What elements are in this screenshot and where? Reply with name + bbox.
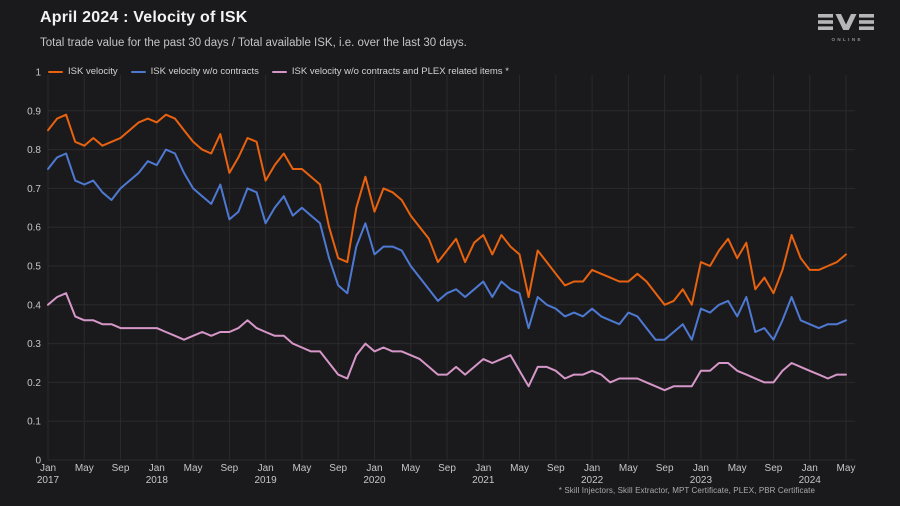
x-tick-month: Sep <box>765 463 783 474</box>
y-tick-label: 0.9 <box>27 106 41 117</box>
x-tick-month: May <box>292 463 311 474</box>
x-tick-month: Jan <box>366 463 382 474</box>
x-tick-month: May <box>619 463 638 474</box>
legend-label: ISK velocity w/o contracts <box>150 66 259 77</box>
y-tick-label: 0.6 <box>27 223 41 234</box>
eve-online-logo: ONLINE <box>816 14 876 42</box>
y-tick-label: 0.2 <box>27 378 41 389</box>
x-tick-month: May <box>728 463 747 474</box>
x-tick-year: 2017 <box>37 475 60 486</box>
chart-legend: ISK velocity ISK velocity w/o contracts … <box>48 66 509 77</box>
x-tick-month: Jan <box>693 463 709 474</box>
legend-item-isk-velocity-wo-contracts[interactable]: ISK velocity w/o contracts <box>130 66 259 77</box>
legend-label: ISK velocity w/o contracts and PLEX rela… <box>291 66 509 77</box>
x-tick-month: Jan <box>258 463 274 474</box>
x-tick-month: Sep <box>547 463 565 474</box>
x-tick-year: 2023 <box>690 475 713 486</box>
x-tick-month: Sep <box>112 463 130 474</box>
y-tick-label: 0 <box>35 456 41 467</box>
y-tick-label: 0.7 <box>27 184 41 195</box>
x-tick-month: Sep <box>329 463 347 474</box>
x-tick-month: Jan <box>475 463 491 474</box>
y-tick-label: 0.5 <box>27 262 41 273</box>
x-tick-year: 2020 <box>363 475 386 486</box>
chart-footnote: * Skill Injectors, Skill Extractor, MPT … <box>558 486 815 495</box>
legend-item-isk-velocity[interactable]: ISK velocity <box>48 66 118 77</box>
x-tick-month: Jan <box>149 463 165 474</box>
x-tick-year: 2018 <box>146 475 169 486</box>
x-tick-month: Jan <box>802 463 818 474</box>
x-tick-month: May <box>837 463 856 474</box>
x-tick-month: May <box>401 463 420 474</box>
eve-logo-subtext: ONLINE <box>831 37 863 42</box>
x-tick-month: Sep <box>438 463 456 474</box>
x-tick-month: May <box>75 463 94 474</box>
x-tick-year: 2024 <box>799 475 822 486</box>
page-subtitle: Total trade value for the past 30 days /… <box>40 37 467 49</box>
x-tick-month: May <box>184 463 203 474</box>
x-tick-month: Jan <box>40 463 56 474</box>
x-tick-month: Sep <box>656 463 674 474</box>
y-tick-label: 0.1 <box>27 417 41 428</box>
legend-dash-pink <box>271 70 287 73</box>
legend-dash-orange <box>48 70 63 73</box>
x-tick-year: 2022 <box>581 475 604 486</box>
page-title: April 2024 : Velocity of ISK <box>40 9 248 26</box>
legend-dash-blue <box>130 70 146 73</box>
y-tick-label: 0.4 <box>27 300 41 311</box>
x-tick-year: 2019 <box>255 475 278 486</box>
x-tick-year: 2021 <box>472 475 495 486</box>
series-line-2 <box>47 292 847 392</box>
y-tick-label: 0.3 <box>27 339 41 350</box>
y-tick-label: 0.8 <box>27 145 41 156</box>
x-tick-month: Sep <box>220 463 238 474</box>
y-tick-label: 1 <box>35 68 41 79</box>
x-tick-month: May <box>510 463 529 474</box>
legend-label: ISK velocity <box>68 66 118 77</box>
legend-item-isk-velocity-wo-contracts-plex[interactable]: ISK velocity w/o contracts and PLEX rela… <box>271 66 509 77</box>
eve-logo-mark <box>818 14 874 30</box>
series-line-0 <box>47 113 847 306</box>
x-tick-month: Jan <box>584 463 600 474</box>
series-line-1 <box>47 148 847 341</box>
